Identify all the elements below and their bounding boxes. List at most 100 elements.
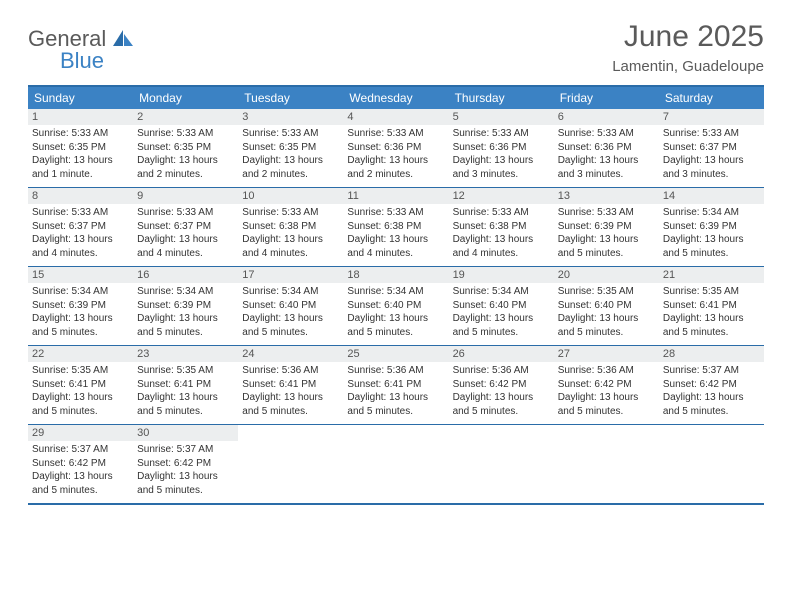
day-number: 14 [659,188,764,204]
day-number: 28 [659,346,764,362]
day-info-line: Daylight: 13 hours [663,391,760,405]
day-cell: 9Sunrise: 5:33 AMSunset: 6:37 PMDaylight… [133,188,238,266]
day-info-line: and 5 minutes. [347,405,444,419]
day-info-line: Sunrise: 5:34 AM [347,285,444,299]
day-info-line: Daylight: 13 hours [137,470,234,484]
day-cell: 8Sunrise: 5:33 AMSunset: 6:37 PMDaylight… [28,188,133,266]
day-number: 12 [449,188,554,204]
day-info-line: Sunrise: 5:33 AM [347,206,444,220]
day-info-line: Sunrise: 5:33 AM [32,206,129,220]
day-info-line: Sunset: 6:37 PM [663,141,760,155]
day-cell: 21Sunrise: 5:35 AMSunset: 6:41 PMDayligh… [659,267,764,345]
day-info-line: Sunset: 6:37 PM [137,220,234,234]
day-info-line: Daylight: 13 hours [347,233,444,247]
day-info-line: Sunset: 6:35 PM [242,141,339,155]
day-info-line: and 4 minutes. [347,247,444,261]
weekday-header: Wednesday [343,87,448,109]
day-info-line: Sunrise: 5:33 AM [558,206,655,220]
day-cell: 23Sunrise: 5:35 AMSunset: 6:41 PMDayligh… [133,346,238,424]
day-number: 26 [449,346,554,362]
day-info-line: and 5 minutes. [137,405,234,419]
weekday-header: Tuesday [238,87,343,109]
week-row: 8Sunrise: 5:33 AMSunset: 6:37 PMDaylight… [28,187,764,266]
day-info-line: Sunrise: 5:33 AM [663,127,760,141]
day-cell: 18Sunrise: 5:34 AMSunset: 6:40 PMDayligh… [343,267,448,345]
day-cell: 3Sunrise: 5:33 AMSunset: 6:35 PMDaylight… [238,109,343,187]
day-info-line: and 5 minutes. [558,326,655,340]
day-number: 19 [449,267,554,283]
day-info-line: Sunset: 6:41 PM [347,378,444,392]
week-row: 22Sunrise: 5:35 AMSunset: 6:41 PMDayligh… [28,345,764,424]
logo: General Blue [28,26,133,74]
day-info-line: Sunset: 6:42 PM [453,378,550,392]
day-info-line: and 4 minutes. [32,247,129,261]
day-info-line: Sunset: 6:40 PM [347,299,444,313]
day-info-line: and 5 minutes. [242,326,339,340]
day-cell: 7Sunrise: 5:33 AMSunset: 6:37 PMDaylight… [659,109,764,187]
day-number: 16 [133,267,238,283]
empty-cell [449,425,554,503]
weekday-header: Sunday [28,87,133,109]
day-info-line: Sunset: 6:36 PM [347,141,444,155]
day-cell: 5Sunrise: 5:33 AMSunset: 6:36 PMDaylight… [449,109,554,187]
day-info-line: Sunset: 6:40 PM [453,299,550,313]
day-info-line: Daylight: 13 hours [347,391,444,405]
day-info-line: Sunset: 6:35 PM [137,141,234,155]
day-number: 1 [28,109,133,125]
day-info-line: Sunset: 6:38 PM [453,220,550,234]
day-info-line: Sunrise: 5:34 AM [32,285,129,299]
weekday-header: Friday [554,87,659,109]
day-info-line: Sunrise: 5:35 AM [32,364,129,378]
day-cell: 14Sunrise: 5:34 AMSunset: 6:39 PMDayligh… [659,188,764,266]
day-info-line: Sunrise: 5:37 AM [32,443,129,457]
day-info-line: Sunrise: 5:37 AM [137,443,234,457]
day-info-line: Daylight: 13 hours [453,312,550,326]
day-info-line: Daylight: 13 hours [347,312,444,326]
day-info-line: Sunrise: 5:35 AM [137,364,234,378]
day-info-line: Sunset: 6:42 PM [137,457,234,471]
day-info-line: Sunrise: 5:33 AM [242,206,339,220]
day-info-line: and 2 minutes. [137,168,234,182]
day-info-line: Sunset: 6:41 PM [663,299,760,313]
day-info-line: and 5 minutes. [32,484,129,498]
day-info-line: Sunset: 6:35 PM [32,141,129,155]
day-info-line: and 3 minutes. [663,168,760,182]
day-cell: 20Sunrise: 5:35 AMSunset: 6:40 PMDayligh… [554,267,659,345]
empty-cell [238,425,343,503]
day-info-line: Daylight: 13 hours [663,233,760,247]
day-info-line: and 5 minutes. [347,326,444,340]
day-info-line: Daylight: 13 hours [32,233,129,247]
day-number: 15 [28,267,133,283]
weekday-header: Thursday [449,87,554,109]
day-info-line: Daylight: 13 hours [558,233,655,247]
day-number: 5 [449,109,554,125]
day-number: 3 [238,109,343,125]
day-info-line: and 4 minutes. [453,247,550,261]
day-info-line: Daylight: 13 hours [347,154,444,168]
day-info-line: and 4 minutes. [137,247,234,261]
day-number: 23 [133,346,238,362]
day-cell: 12Sunrise: 5:33 AMSunset: 6:38 PMDayligh… [449,188,554,266]
day-info-line: and 2 minutes. [242,168,339,182]
day-info-line: and 5 minutes. [137,326,234,340]
day-info-line: Sunset: 6:40 PM [242,299,339,313]
day-cell: 1Sunrise: 5:33 AMSunset: 6:35 PMDaylight… [28,109,133,187]
day-info-line: and 3 minutes. [453,168,550,182]
day-number: 2 [133,109,238,125]
day-info-line: Sunrise: 5:33 AM [453,127,550,141]
day-info-line: and 5 minutes. [558,405,655,419]
day-number: 21 [659,267,764,283]
day-info-line: Daylight: 13 hours [242,233,339,247]
day-info-line: Sunrise: 5:33 AM [453,206,550,220]
header: General Blue June 2025 Lamentin, Guadelo… [28,20,764,75]
day-info-line: Sunrise: 5:33 AM [558,127,655,141]
day-number: 29 [28,425,133,441]
day-info-line: Sunset: 6:39 PM [137,299,234,313]
day-info-line: and 1 minute. [32,168,129,182]
day-number: 7 [659,109,764,125]
day-info-line: Daylight: 13 hours [32,312,129,326]
day-cell: 26Sunrise: 5:36 AMSunset: 6:42 PMDayligh… [449,346,554,424]
location: Lamentin, Guadeloupe [612,58,764,75]
day-cell: 19Sunrise: 5:34 AMSunset: 6:40 PMDayligh… [449,267,554,345]
day-number: 25 [343,346,448,362]
